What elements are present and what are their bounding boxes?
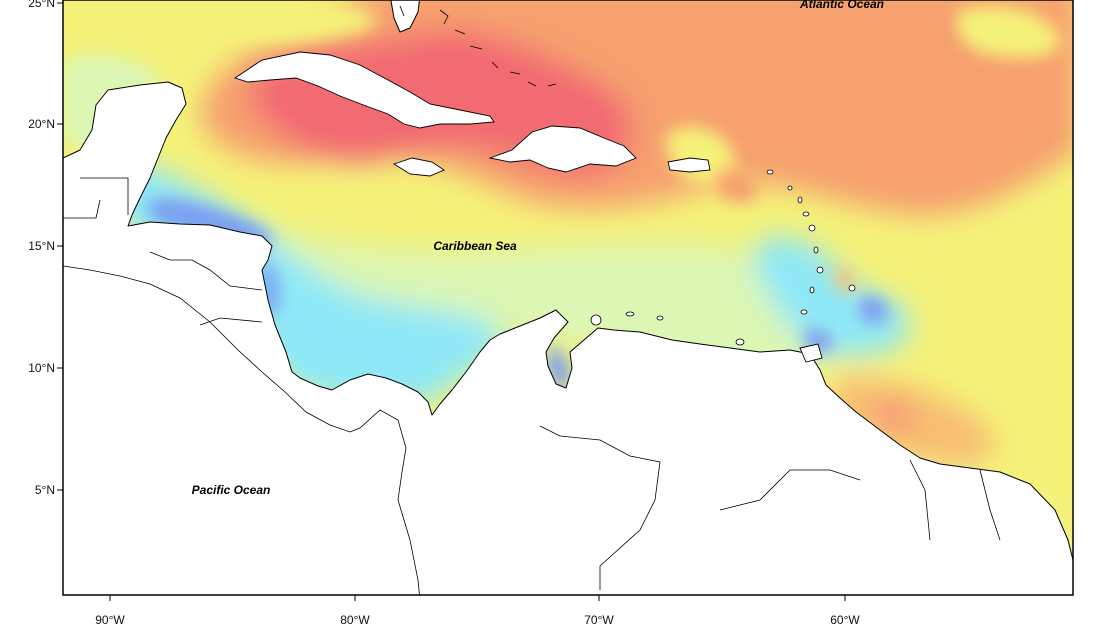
map-frame — [62, 0, 1074, 596]
islands-lesser-antilles — [590, 169, 856, 346]
field-high-virgin — [715, 168, 759, 203]
lat-tick-5: 5°N — [35, 483, 55, 497]
islands-bahamas — [399, 5, 557, 87]
lat-tick-20: 20°N — [28, 117, 55, 131]
land-florida — [390, 0, 420, 33]
field-low-lesser-antilles — [753, 236, 911, 356]
field-high-southeast — [830, 377, 995, 466]
lat-tick-15: 15°N — [28, 239, 55, 253]
lon-axis: 90°W 80°W 70°W 60°W — [95, 595, 860, 627]
field-verylow-grenada — [860, 296, 889, 324]
field-midlow-caribbean — [148, 180, 853, 375]
island-trinidad — [799, 343, 823, 363]
lat-tick-25: 25°N — [28, 0, 55, 10]
island-cuba — [233, 51, 495, 129]
island-puerto-rico — [667, 157, 711, 173]
island-hispaniola — [488, 125, 637, 173]
field-mid-ne — [956, 6, 1060, 58]
pacific-blank — [63, 266, 420, 595]
island-jamaica — [392, 157, 445, 177]
lon-tick-80: 80°W — [340, 613, 370, 627]
national-borders — [63, 177, 1001, 590]
field-mid-bahamas — [224, 0, 380, 42]
field-veryhigh-guiana — [878, 399, 911, 432]
lon-tick-70: 70°W — [584, 613, 614, 627]
label-caribbean-sea: Caribbean Sea — [433, 239, 517, 253]
lat-tick-10: 10°N — [28, 361, 55, 375]
label-atlantic-ocean: Atlantic Ocean — [799, 0, 884, 11]
lat-axis: 25°N 20°N 15°N 10°N 5°N — [28, 0, 63, 497]
lon-tick-60: 60°W — [830, 613, 860, 627]
pacific-coastline — [63, 265, 420, 595]
lon-tick-90: 90°W — [95, 613, 125, 627]
label-pacific-ocean: Pacific Ocean — [192, 483, 271, 497]
field-high-antigua — [836, 267, 854, 292]
land-layer — [63, 0, 1073, 595]
